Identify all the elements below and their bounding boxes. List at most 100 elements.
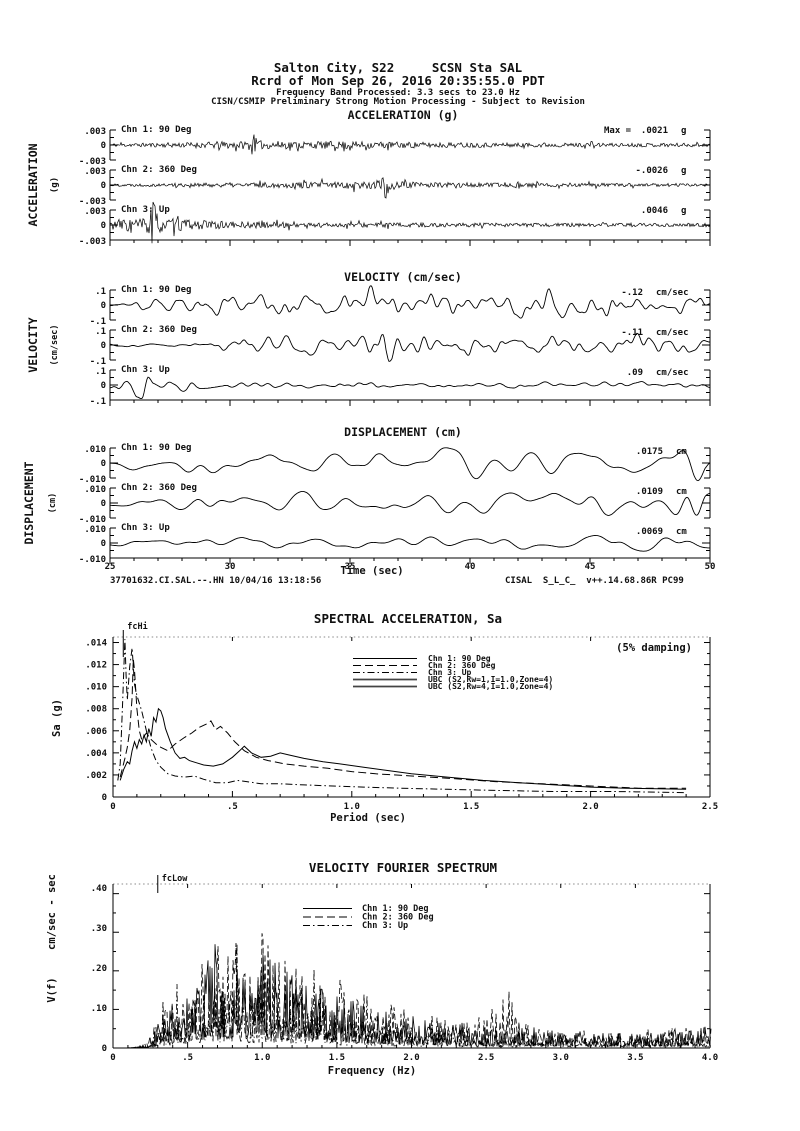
ytick-label: .1 (95, 367, 106, 377)
vf-curve-chn2 (113, 933, 712, 1049)
max-units: g (681, 166, 686, 176)
header-station-line: Salton City, S22 SCSN Sta SAL (274, 60, 523, 75)
channel-label: Chn 1: 90 Deg (121, 285, 191, 295)
ytick-label: -.003 (79, 237, 106, 247)
legend-label: Chn 1: 90 Deg (428, 654, 491, 663)
max-units: g (681, 126, 686, 136)
max-value: .0021 (641, 126, 668, 136)
header-record-line: Rcrd of Mon Sep 26, 2016 20:35:55.0 PDT (251, 73, 545, 88)
max-prefix: Max = (604, 126, 632, 136)
vf-ylabel: V(f) (46, 977, 58, 1002)
ytick-label: .003 (84, 207, 106, 217)
channel-label: Chn 3: Up (121, 523, 170, 533)
trace-acceleration_time_series-chn2 (109, 177, 711, 199)
fcLow-marker-label: fcLow (162, 874, 188, 884)
channel-label: Chn 2: 360 Deg (121, 165, 197, 175)
ytick-label: 0 (101, 381, 106, 391)
period-xlabel: Period (sec) (330, 812, 406, 824)
channel-label: Chn 2: 360 Deg (121, 325, 197, 335)
channel-label: Chn 3: Up (121, 205, 170, 215)
ytick-label: 0 (101, 181, 106, 191)
max-value: .0046 (641, 206, 668, 216)
ytick-label: -.1 (90, 397, 106, 407)
max-units: cm/sec (656, 288, 689, 298)
max-value: .0175 (636, 447, 663, 457)
time-xlabel: Time (sec) (340, 565, 403, 577)
sa-ylabel: Sa (g) (51, 699, 63, 737)
velocity-title: VELOCITY (cm/sec) (344, 270, 462, 284)
channel-label: Chn 3: Up (121, 365, 170, 375)
ytick-label: .010 (84, 525, 106, 535)
trace-velocity_time_series-chn1 (109, 285, 711, 319)
vf-ytick-label: .20 (91, 964, 107, 974)
vf-ytick-label: .10 (91, 1004, 107, 1014)
vf-xtick-label: .5 (182, 1053, 193, 1063)
time-tick-label: 45 (585, 562, 596, 572)
sa-ytick-label: 0 (102, 793, 107, 803)
ytick-label: -.003 (79, 197, 106, 207)
max-units: cm (676, 447, 687, 457)
time-tick-label: 30 (225, 562, 236, 572)
vf-xtick-label: 2.5 (478, 1053, 494, 1063)
max-value: -.11 (621, 328, 643, 338)
vf-xtick-label: 3.5 (627, 1053, 643, 1063)
sa-xtick-label: 1.5 (463, 802, 479, 812)
max-value: .09 (627, 368, 643, 378)
spectral-acceleration-plot: .014 .012 .010 .008 .006 .004 .002 00 .5 1.0 1.5 2.… (85, 621, 718, 812)
legend-label: Chn 3: Up (428, 668, 472, 677)
vf-ytick-label: .40 (91, 884, 107, 894)
trace-acceleration_time_series-chn3 (109, 201, 711, 244)
channel-label: Chn 1: 90 Deg (121, 125, 191, 135)
ytick-label: .1 (95, 287, 106, 297)
ytick-label: 0 (101, 341, 106, 351)
trace-acceleration_time_series-chn1 (109, 134, 711, 155)
channel-label: Chn 1: 90 Deg (121, 443, 191, 453)
sa-ytick-label: .012 (85, 661, 107, 671)
trace-displacement_time_series-chn3 (109, 535, 710, 552)
sa-ytick-label: .002 (85, 771, 107, 781)
velocity-ylabel-units: (cm/sec) (50, 325, 60, 366)
sa-curve-chn1 (119, 707, 687, 790)
vf-title: VELOCITY FOURIER SPECTRUM (309, 860, 497, 875)
ytick-label: .010 (84, 485, 106, 495)
ytick-label: -.003 (79, 157, 106, 167)
channel-label: Chn 2: 360 Deg (121, 483, 197, 493)
ytick-label: 0 (101, 301, 106, 311)
trace-displacement_time_series-chn1 (110, 447, 711, 482)
sa-damping-note: (5% damping) (616, 642, 692, 654)
sa-xtick-label: 2.0 (582, 802, 598, 812)
vf-xtick-label: 4.0 (702, 1053, 718, 1063)
trace-velocity_time_series-chn2 (109, 332, 711, 362)
trace-displacement_time_series-chn2 (110, 490, 711, 516)
vf-xtick-label: 1.0 (254, 1053, 270, 1063)
displacement-title: DISPLACEMENT (cm) (344, 425, 462, 439)
ytick-label: 0 (101, 459, 106, 469)
displacement-ylabel: DISPLACEMENT (22, 461, 36, 544)
velocity-panel: .1 0 -.1 Chn 1: 90 Deg -.12 cm/sec .1 0 -.1 Chn 2… (90, 285, 711, 407)
displacement-ylabel-units: (cm) (48, 493, 58, 513)
ytick-label: .010 (84, 445, 106, 455)
sa-xtick-label: .5 (227, 802, 238, 812)
max-value: .0109 (636, 487, 663, 497)
legend-label: UBC (S2,Rw=1,I=1.0,Zone=4) (428, 675, 553, 684)
ytick-label: -.1 (90, 357, 106, 367)
sa-xtick-label: 0 (110, 802, 115, 812)
vf-ylabel-units: cm/sec - sec (46, 874, 58, 950)
max-units: cm (676, 487, 687, 497)
footer-right: CISAL S_L_C_ v++.14.68.86R PC99 (505, 576, 684, 586)
vf-curve-chn3 (113, 943, 712, 1049)
vf-ytick-label: 0 (102, 1044, 107, 1054)
sa-ytick-label: .004 (85, 749, 107, 759)
time-tick-label: 50 (705, 562, 716, 572)
acceleration-ylabel: ACCELERATION (26, 143, 40, 226)
ytick-label: 0 (101, 221, 106, 231)
ytick-label: 0 (101, 539, 106, 549)
legend-label: Chn 2: 360 Deg (428, 661, 496, 670)
displacement-panel: .010 0 -.010 Chn 1: 90 Deg .0175 cm .010 0 -.010… (79, 443, 716, 572)
time-tick-label: 25 (105, 562, 116, 572)
ytick-label: 0 (101, 499, 106, 509)
velocity-ylabel: VELOCITY (26, 317, 40, 372)
sa-ytick-label: .006 (85, 727, 107, 737)
footer-left: 37701632.CI.SAL.--.HN 10/04/16 13:18:56 (110, 576, 321, 586)
